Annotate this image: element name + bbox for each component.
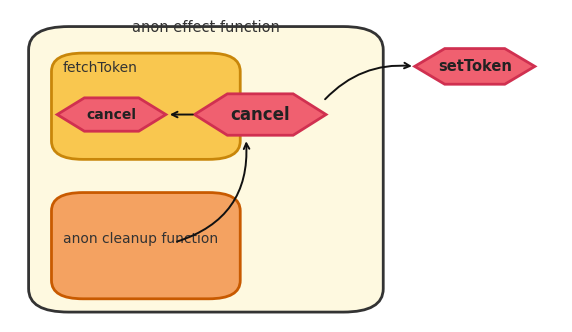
Polygon shape <box>415 48 535 84</box>
FancyBboxPatch shape <box>51 53 240 159</box>
Text: cancel: cancel <box>86 108 137 122</box>
Text: anon cleanup function: anon cleanup function <box>63 232 218 246</box>
Text: cancel: cancel <box>231 106 290 124</box>
Polygon shape <box>57 98 166 131</box>
FancyBboxPatch shape <box>51 193 240 299</box>
Polygon shape <box>194 94 326 135</box>
Text: fetchToken: fetchToken <box>63 61 138 75</box>
Text: setToken: setToken <box>438 59 512 74</box>
Text: anon effect function: anon effect function <box>132 20 280 35</box>
FancyBboxPatch shape <box>29 27 383 312</box>
